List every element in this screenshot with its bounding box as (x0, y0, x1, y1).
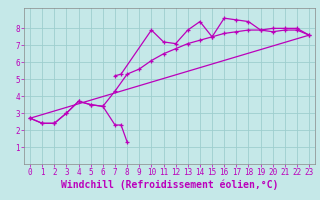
X-axis label: Windchill (Refroidissement éolien,°C): Windchill (Refroidissement éolien,°C) (61, 180, 278, 190)
